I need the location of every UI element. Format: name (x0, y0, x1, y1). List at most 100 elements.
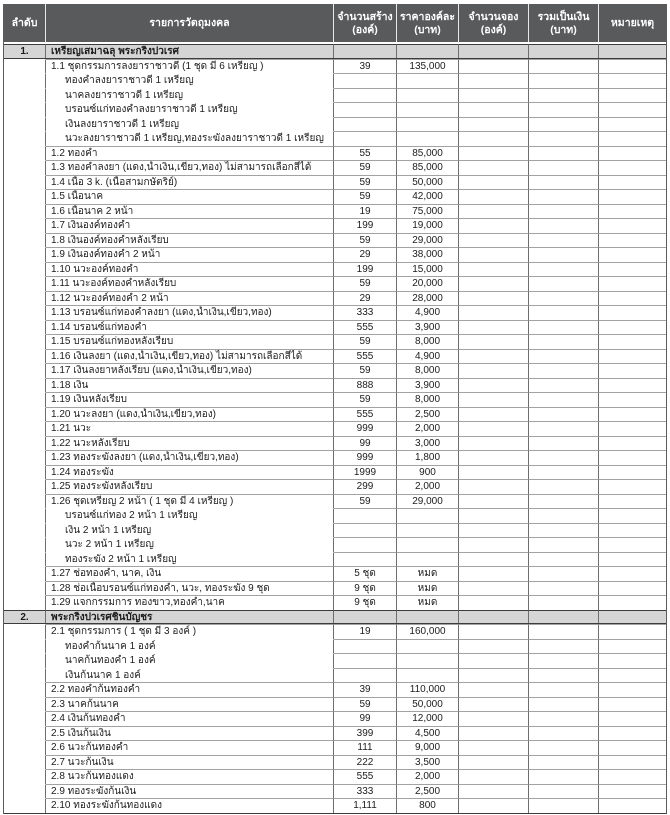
made-count-cell: 199 (334, 218, 397, 233)
made-count-cell: 59 (334, 160, 397, 175)
col-header-reserved: จำนวนจอง (องค์) (459, 4, 529, 42)
total-amount-cell (529, 363, 599, 378)
table-row: 2.5 เงินก้นเงิน 399 4,500 (4, 725, 666, 740)
order-cell (4, 537, 46, 552)
made-count-cell: 19 (334, 203, 397, 218)
header-line1: รวมเป็นเงิน (537, 10, 590, 23)
price-list-table: ลำดับ รายการวัตถุมงคล จำนวนสร้าง (องค์) ราคา… (3, 4, 667, 814)
order-cell (4, 624, 46, 639)
price-cell (397, 73, 459, 88)
price-cell: 85,000 (397, 160, 459, 175)
table-row: 1.28 ช่อเนื้อบรอนซ์แก่ทองคำ, นวะ, ทองระฆ… (4, 580, 666, 595)
total-amount-cell (529, 667, 599, 682)
price-cell (397, 609, 459, 623)
order-cell (4, 479, 46, 494)
note-cell (599, 479, 666, 494)
table-row: 1.10 นวะองค์ทองคำ 199 15,000 (4, 261, 666, 276)
price-cell: 4,500 (397, 725, 459, 740)
order-cell (4, 290, 46, 305)
total-amount-cell (529, 102, 599, 117)
order-cell (4, 363, 46, 378)
table-row: ทองระฆัง 2 หน้า 1 เหรียญ (4, 551, 666, 566)
reserved-count-cell (459, 421, 529, 436)
price-cell: 3,500 (397, 754, 459, 769)
reserved-count-cell (459, 508, 529, 523)
order-cell (4, 551, 46, 566)
price-cell: 50,000 (397, 174, 459, 189)
note-cell (599, 769, 666, 784)
item-cell: 1.27 ช่อทองคำ, นาค, เงิน (46, 566, 334, 581)
order-cell (4, 203, 46, 218)
col-header-item: รายการวัตถุมงคล (46, 4, 334, 42)
note-cell (599, 464, 666, 480)
table-row: 2.2 ทองคำก้นทองคำ 39 110,000 (4, 682, 666, 697)
note-cell (599, 189, 666, 204)
made-count-cell: 1999 (334, 464, 397, 479)
total-amount-cell (529, 247, 599, 262)
item-cell: 2.7 นวะก้นเงิน (46, 754, 334, 769)
made-count-cell: 555 (334, 769, 397, 784)
reserved-count-cell (459, 189, 529, 204)
total-amount-cell (529, 421, 599, 436)
item-cell: ทองคำลงยาราชาวดี 1 เหรียญ (46, 73, 334, 88)
table-row: 1.8 เงินองค์ทองคำหลังเรียบ 59 29,000 (4, 232, 666, 247)
reserved-count-cell (459, 290, 529, 305)
reserved-count-cell (459, 58, 529, 73)
header-line1: จำนวนจอง (468, 10, 519, 23)
price-cell: 29,000 (397, 493, 459, 508)
reserved-count-cell (459, 203, 529, 218)
total-amount-cell (529, 653, 599, 668)
item-cell: 1.21 นวะ (46, 421, 334, 436)
header-line1: จำนวนสร้าง (337, 10, 393, 23)
made-count-cell: 5 ชุด (334, 566, 397, 581)
total-amount-cell (529, 116, 599, 131)
item-cell: 2.6 นวะก้นทองคำ (46, 740, 334, 755)
price-cell: 15,000 (397, 261, 459, 276)
note-cell (599, 508, 666, 523)
table-row: นาคก้นทองคำ 1 องค์ (4, 653, 666, 668)
order-cell (4, 493, 46, 508)
section-row: 1. เหรียญเสมาฉลุ พระกริ่งปวเรศ (4, 44, 666, 59)
header-line2: (องค์) (480, 23, 507, 36)
made-count-cell: 59 (334, 174, 397, 189)
reserved-count-cell (459, 769, 529, 784)
table-row: 2.6 นวะก้นทองคำ 111 9,000 (4, 740, 666, 755)
price-cell (397, 102, 459, 117)
header-line1: ลำดับ (11, 17, 38, 29)
table-row: 1.20 นวะลงยา (แดง,น้ำเงิน,เขียว,ทอง) 555 2… (4, 406, 666, 421)
made-count-cell: 999 (334, 421, 397, 436)
price-cell (397, 508, 459, 523)
item-cell: 1.4 เนื้อ 3 k. (เนื้อสามกษัตริย์) (46, 174, 334, 189)
made-count-cell: 555 (334, 319, 397, 334)
order-cell (4, 305, 46, 320)
item-cell: เงินลงยาราชาวดี 1 เหรียญ (46, 116, 334, 131)
made-count-cell: 59 (334, 276, 397, 291)
item-cell: ทองคำก้นนาค 1 องค์ (46, 638, 334, 653)
made-count-cell: 39 (334, 58, 397, 73)
note-cell (599, 218, 666, 233)
price-cell: 2,000 (397, 479, 459, 494)
order-cell (4, 377, 46, 392)
order-cell (4, 696, 46, 711)
note-cell (599, 740, 666, 755)
total-amount-cell (529, 450, 599, 465)
total-amount-cell (529, 131, 599, 146)
reserved-count-cell (459, 160, 529, 175)
order-cell (4, 667, 46, 682)
price-cell: 75,000 (397, 203, 459, 218)
total-amount-cell (529, 783, 599, 798)
price-cell: 2,000 (397, 421, 459, 436)
order-cell (4, 58, 46, 73)
reserved-count-cell (459, 348, 529, 363)
order-cell (4, 740, 46, 755)
reserved-count-cell (459, 537, 529, 552)
item-cell: เงินก้นนาค 1 องค์ (46, 667, 334, 682)
total-amount-cell (529, 754, 599, 769)
note-cell (599, 493, 666, 509)
table-row: 1.27 ช่อทองคำ, นาค, เงิน 5 ชุด หมด (4, 566, 666, 581)
item-cell: นาคก้นทองคำ 1 องค์ (46, 653, 334, 668)
reserved-count-cell (459, 276, 529, 291)
item-cell: 1.5 เนื้อนาค (46, 189, 334, 204)
item-cell: นวะ 2 หน้า 1 เหรียญ (46, 537, 334, 552)
order-cell (4, 421, 46, 436)
